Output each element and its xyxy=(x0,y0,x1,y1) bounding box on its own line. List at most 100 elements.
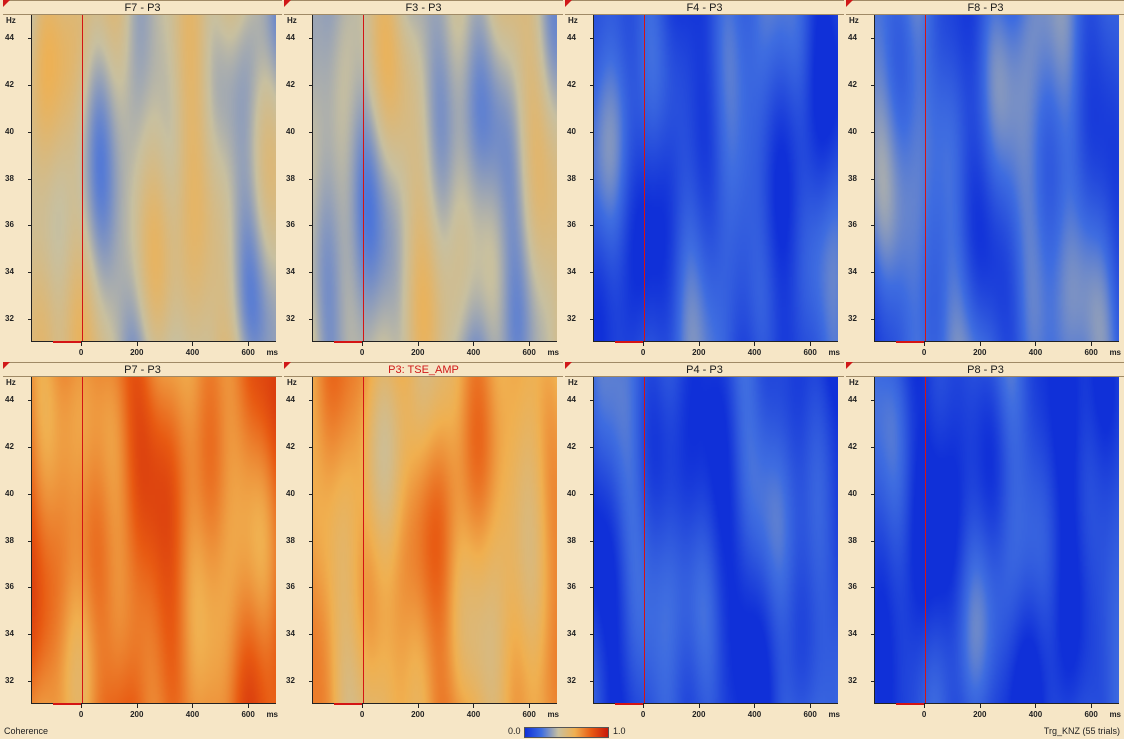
stimulus-onset-line xyxy=(363,15,365,341)
y-tick xyxy=(28,225,32,227)
panel-f3-p3: F3 - P3 Hz 44 42 40 38 36 34 32 0 200 400 600 ms xyxy=(284,0,563,360)
corner-marker-icon xyxy=(565,0,572,7)
x-tick-label: 200 xyxy=(692,348,706,357)
y-tick xyxy=(590,447,594,449)
y-tick-label: 32 xyxy=(567,313,576,323)
x-tick xyxy=(248,342,250,346)
x-tick xyxy=(698,342,700,346)
x-tick xyxy=(362,704,364,708)
heatmap-image xyxy=(313,377,557,703)
y-tick-label: 32 xyxy=(567,675,576,685)
panel-title[interactable]: F8 - P3 xyxy=(846,0,1124,15)
x-tick-label: 200 xyxy=(130,348,144,357)
y-tick-label: 36 xyxy=(848,220,857,230)
x-axis-unit: ms xyxy=(266,348,278,357)
baseline-interval-marker xyxy=(53,341,82,343)
y-tick-label: 42 xyxy=(848,442,857,452)
y-tick-label: 36 xyxy=(5,582,14,592)
x-tick-label: 0 xyxy=(921,710,927,719)
y-axis-unit: Hz xyxy=(6,16,16,25)
panel-title[interactable]: P8 - P3 xyxy=(846,362,1124,377)
panel-title[interactable]: P7 - P3 xyxy=(3,362,282,377)
x-tick-label: 200 xyxy=(692,710,706,719)
panel-title[interactable]: P4 - P3 xyxy=(565,362,844,377)
y-tick xyxy=(309,131,313,133)
y-axis-unit: Hz xyxy=(568,16,578,25)
panel-title[interactable]: F3 - P3 xyxy=(284,0,563,15)
heatmap-plot[interactable] xyxy=(593,15,838,342)
y-tick xyxy=(871,680,875,682)
y-tick-label: 34 xyxy=(848,266,857,276)
y-tick-label: 34 xyxy=(567,266,576,276)
y-tick xyxy=(590,680,594,682)
y-tick xyxy=(309,178,313,180)
y-axis-unit: Hz xyxy=(849,16,859,25)
x-tick-label: 600 xyxy=(1084,710,1098,719)
x-tick-label: 600 xyxy=(803,348,817,357)
x-tick xyxy=(473,342,475,346)
x-tick-label: 0 xyxy=(640,710,646,719)
y-tick xyxy=(590,587,594,589)
y-tick xyxy=(871,633,875,635)
baseline-interval-marker xyxy=(53,703,82,705)
x-tick-label: 600 xyxy=(522,348,536,357)
y-tick-label: 40 xyxy=(286,488,295,498)
heatmap-plot[interactable] xyxy=(874,15,1119,342)
heatmap-plot[interactable] xyxy=(874,377,1119,704)
x-tick-label: 400 xyxy=(747,348,762,357)
corner-marker-icon xyxy=(3,362,10,369)
x-tick-label: 0 xyxy=(921,348,927,357)
x-tick xyxy=(643,704,645,708)
heatmap-image xyxy=(594,15,838,341)
y-tick-label: 38 xyxy=(286,535,295,545)
y-tick-label: 34 xyxy=(5,628,14,638)
corner-marker-icon xyxy=(846,362,853,369)
panel-p8-p3: P8 - P3 Hz 44 42 40 38 36 34 32 0 200 400 600 ms xyxy=(846,362,1124,722)
colorbar xyxy=(524,727,609,738)
panel-title[interactable]: F7 - P3 xyxy=(3,0,282,15)
heatmap-plot[interactable] xyxy=(312,377,557,704)
panel-f4-p3: F4 - P3 Hz 44 42 40 38 36 34 32 0 200 400 600 ms xyxy=(565,0,844,360)
heatmap-plot[interactable] xyxy=(312,15,557,342)
y-tick xyxy=(590,318,594,320)
y-tick xyxy=(871,400,875,402)
baseline-interval-marker xyxy=(615,703,644,705)
heatmap-plot[interactable] xyxy=(31,377,276,704)
y-tick xyxy=(28,318,32,320)
y-tick xyxy=(28,633,32,635)
y-tick xyxy=(871,271,875,273)
x-tick-label: 400 xyxy=(747,710,762,719)
y-tick xyxy=(309,225,313,227)
x-tick xyxy=(473,704,475,708)
x-tick xyxy=(81,704,83,708)
y-tick-label: 42 xyxy=(848,80,857,90)
y-tick xyxy=(309,587,313,589)
panel-title[interactable]: F4 - P3 xyxy=(565,0,844,15)
y-tick-label: 32 xyxy=(286,313,295,323)
corner-marker-icon xyxy=(846,0,853,7)
heatmap-plot[interactable] xyxy=(31,15,276,342)
heatmap-image xyxy=(313,15,557,341)
panel-title[interactable]: P3: TSE_AMP xyxy=(284,362,563,377)
y-tick xyxy=(28,680,32,682)
y-tick-label: 44 xyxy=(848,395,857,405)
x-tick-label: 600 xyxy=(522,710,536,719)
x-tick xyxy=(979,342,981,346)
stimulus-onset-line xyxy=(644,377,646,703)
y-tick xyxy=(309,493,313,495)
y-tick xyxy=(590,178,594,180)
y-tick-label: 34 xyxy=(848,628,857,638)
x-tick-label: 0 xyxy=(78,348,84,357)
y-tick-label: 32 xyxy=(5,675,14,685)
x-tick-label: 600 xyxy=(1084,348,1098,357)
x-tick-label: 0 xyxy=(78,710,84,719)
heatmap-image xyxy=(594,377,838,703)
y-tick-label: 40 xyxy=(5,488,14,498)
y-tick-label: 38 xyxy=(567,535,576,545)
corner-marker-icon xyxy=(565,362,572,369)
x-tick xyxy=(1091,342,1093,346)
y-tick xyxy=(28,131,32,133)
heatmap-plot[interactable] xyxy=(593,377,838,704)
stimulus-onset-line xyxy=(82,15,84,341)
y-tick xyxy=(590,38,594,40)
